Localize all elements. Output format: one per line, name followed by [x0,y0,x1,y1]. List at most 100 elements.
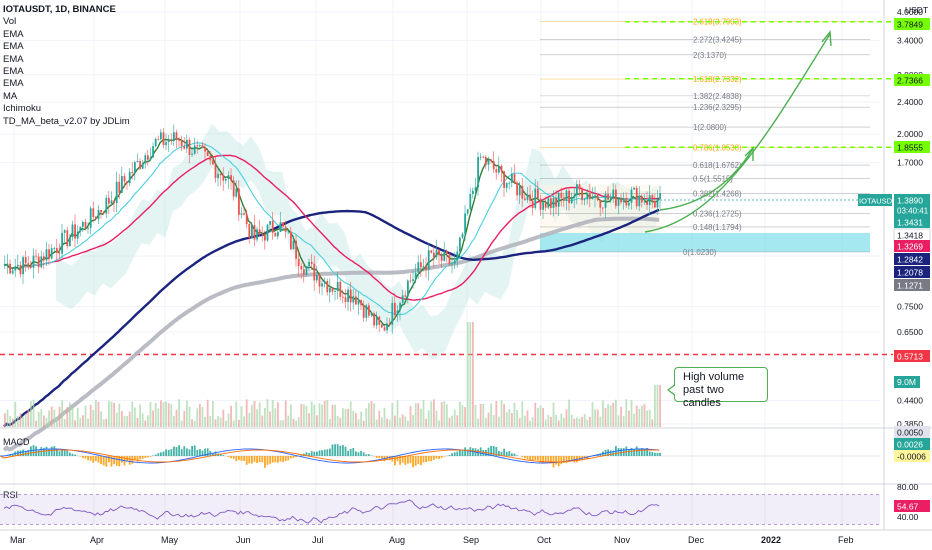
candle [581,186,583,205]
symbol-tag-bg [858,194,892,206]
macd-bar [599,453,602,456]
candle-body [282,222,284,227]
candle-body [149,157,152,160]
candle [583,197,586,206]
macd-bar [355,451,357,456]
macd-bar [199,449,201,456]
candle-body [89,208,92,228]
macd-bar [654,452,656,456]
candle [61,223,63,259]
candle [58,243,61,259]
legend-indicator-ema-5[interactable]: EMA [3,78,24,90]
legend-indicator-ma[interactable]: MA [3,90,18,102]
candle-body [196,145,199,147]
candle-body [373,313,375,326]
legend-indicator-td-ma[interactable]: TD_MA_beta_v2.07 by JDLim [3,115,130,127]
candle-body [498,165,500,173]
candle [404,290,407,298]
candle [521,178,524,208]
legend-indicator-ema-3[interactable]: EMA [3,53,24,65]
volume-bar [594,409,596,427]
volume-bar [82,415,84,427]
candle-body [243,213,245,215]
candle [505,182,508,193]
macd-title: MACD [3,437,30,447]
macd-bar [141,456,144,459]
candle-body [53,248,56,249]
annotation-callout[interactable]: High volume past two candles [667,367,768,409]
macd-bar [251,456,253,464]
price-tag-text: 1.3269 [897,242,923,252]
candle [599,199,602,217]
callout-pointer [667,384,676,396]
time-tick-5: Aug [389,535,405,545]
candle-body [66,230,69,247]
macd-bar [243,456,245,461]
candle [43,252,45,270]
candle-body [612,189,615,198]
macd-bar [313,451,316,456]
volume-bar [266,399,269,427]
candle [287,230,290,235]
candle [492,151,495,173]
candle [126,180,128,190]
candle [225,176,227,184]
volume-bar [373,403,375,427]
candle [365,303,368,322]
macd-bar [487,447,490,456]
candle-body [518,185,521,196]
candle [357,292,360,316]
legend-indicator-ichimoku[interactable]: Ichimoku [3,103,42,115]
macd-bar [539,456,542,463]
candle-body [256,229,258,240]
macd-bar [186,448,188,456]
volume-bar [30,401,32,427]
candle-body [193,145,196,154]
candle [344,288,347,309]
volume-bar [628,410,630,427]
legend-indicator-ema-2[interactable]: EMA [3,41,24,53]
candle [206,148,209,157]
candle-body [573,195,576,199]
candle-body [230,175,232,181]
candle-body [105,197,108,214]
legend-indicator-ema-1[interactable]: EMA [3,28,24,40]
candle [628,200,630,210]
candle-body [74,224,76,239]
volume-bar [76,407,79,427]
macd-bar [128,456,131,465]
price-tag-text: 1.2078 [897,268,923,278]
price-tag-bg [894,216,930,228]
macd-bar [503,448,505,456]
price-axis-currency: USDT [905,5,928,15]
macd-bar [651,452,654,456]
volume-bar [199,404,201,427]
candle [264,230,266,250]
candle-body [113,200,115,203]
macd-bar [92,456,95,463]
price-tick-3: 2.4000 [897,97,923,107]
macd-bar [628,449,630,456]
volume-bar [214,419,217,427]
volume-bar [6,409,9,427]
macd-bar [154,454,157,456]
macd-bar [89,456,92,461]
candle-body [552,197,555,208]
candle-body [253,225,256,240]
legend-indicator-vol[interactable]: Vol [3,16,17,28]
candle [349,281,352,312]
candle [170,133,173,145]
macd-bar [157,453,160,456]
volume-bar [149,401,152,427]
candle [66,226,69,249]
volume-bar [401,414,404,427]
candle [420,254,422,277]
candle [32,248,35,279]
macd-bar [136,456,139,462]
macd-bar [121,456,123,463]
volume-bar [586,419,589,427]
legend-indicator-ema-4[interactable]: EMA [3,66,24,78]
candle-body [404,295,407,297]
